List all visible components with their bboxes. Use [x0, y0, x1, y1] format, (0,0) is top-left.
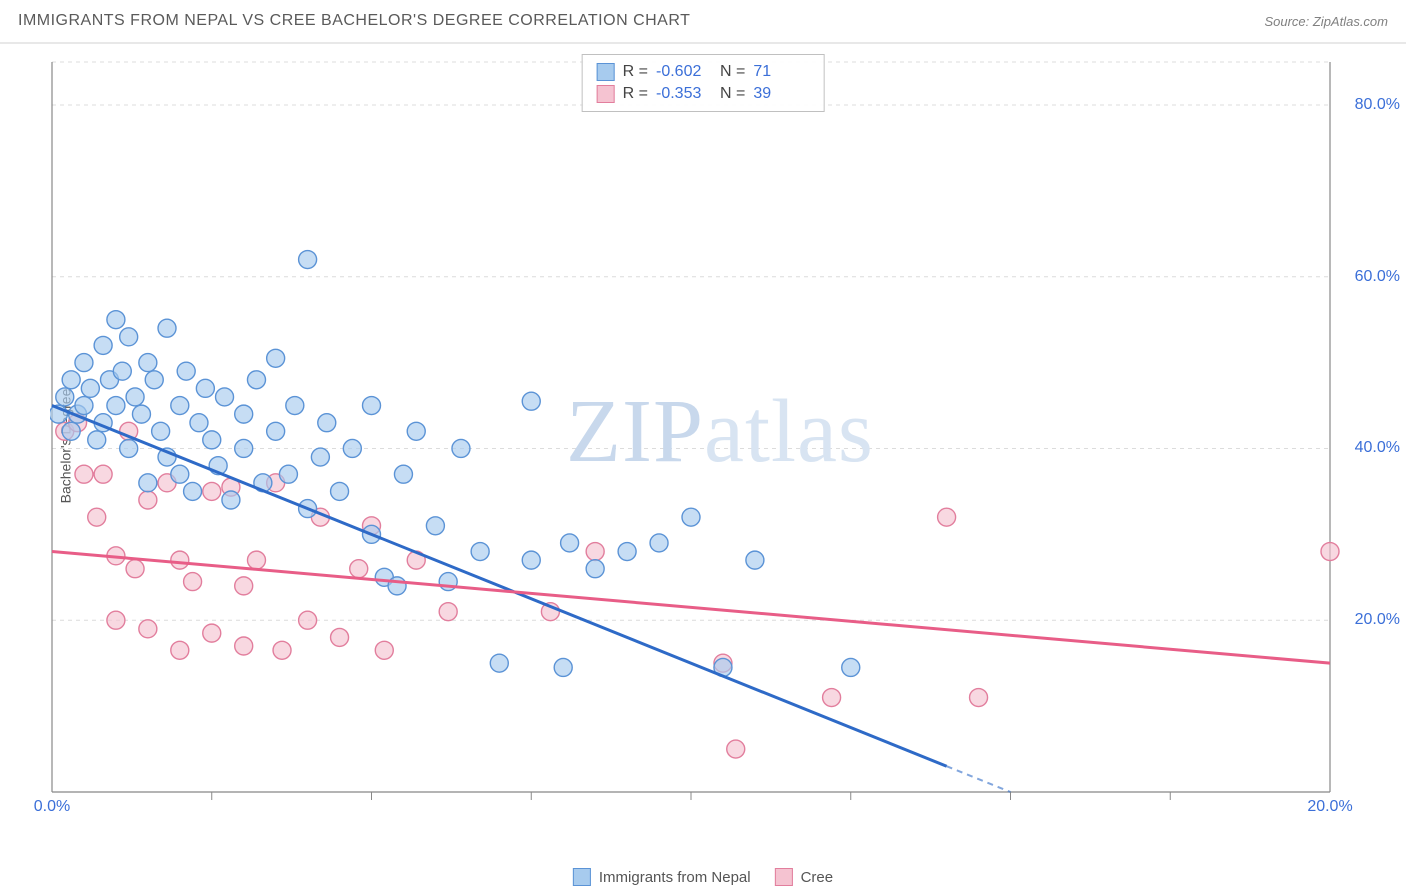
n-value-nepal: 71	[753, 63, 809, 81]
stats-row-cree: R = -0.353 N = 39	[597, 83, 810, 105]
r-value-cree: -0.353	[656, 85, 712, 103]
swatch-nepal	[573, 868, 591, 886]
series-legend: Immigrants from Nepal Cree	[573, 868, 833, 886]
y-tick-label: 20.0%	[1355, 611, 1400, 629]
swatch-nepal	[597, 63, 615, 81]
r-label: R =	[623, 85, 648, 103]
r-value-nepal: -0.602	[656, 63, 712, 81]
chart-header: IMMIGRANTS FROM NEPAL VS CREE BACHELOR'S…	[0, 0, 1406, 44]
y-tick-label: 80.0%	[1355, 96, 1400, 114]
legend-item-cree: Cree	[775, 868, 834, 886]
x-tick-label: 20.0%	[1307, 798, 1352, 816]
source-prefix: Source:	[1264, 14, 1312, 29]
source-attribution: Source: ZipAtlas.com	[1264, 14, 1388, 29]
legend-label-nepal: Immigrants from Nepal	[599, 869, 751, 886]
n-label: N =	[720, 85, 745, 103]
legend-label-cree: Cree	[801, 869, 834, 886]
swatch-cree	[775, 868, 793, 886]
y-tick-label: 60.0%	[1355, 268, 1400, 286]
x-tick-label: 0.0%	[34, 798, 70, 816]
plot-area: ZIPatlas	[50, 52, 1390, 832]
chart-title: IMMIGRANTS FROM NEPAL VS CREE BACHELOR'S…	[18, 12, 690, 30]
correlation-stats-legend: R = -0.602 N = 71 R = -0.353 N = 39	[582, 54, 825, 112]
swatch-cree	[597, 85, 615, 103]
scatter-chart	[50, 52, 1390, 832]
source-name: ZipAtlas.com	[1313, 14, 1388, 29]
y-tick-label: 40.0%	[1355, 439, 1400, 457]
n-value-cree: 39	[753, 85, 809, 103]
n-label: N =	[720, 63, 745, 81]
stats-row-nepal: R = -0.602 N = 71	[597, 61, 810, 83]
legend-item-nepal: Immigrants from Nepal	[573, 868, 751, 886]
r-label: R =	[623, 63, 648, 81]
